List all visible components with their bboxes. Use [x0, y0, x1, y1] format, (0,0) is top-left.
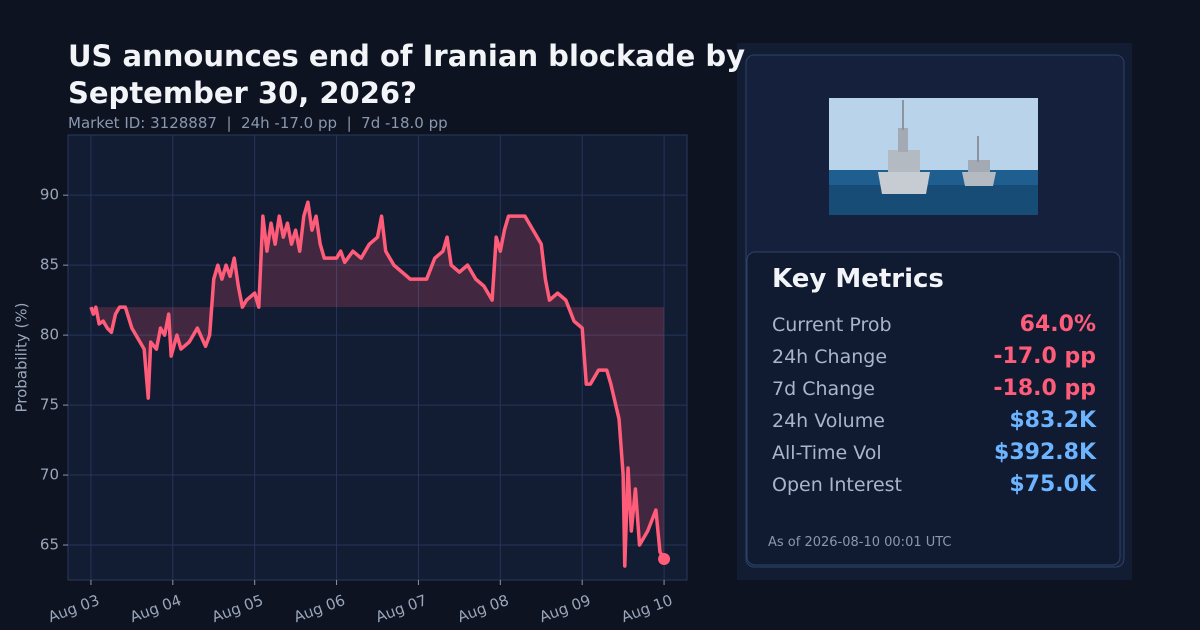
y-tick-label: 65	[40, 536, 59, 554]
metric-value: $75.0K	[1009, 472, 1096, 497]
metric-label: 7d Change	[772, 378, 875, 400]
y-tick-label: 90	[40, 186, 59, 204]
metric-value: -17.0 pp	[993, 344, 1096, 369]
metric-row: Current Prob 64.0%	[772, 312, 1096, 346]
metric-value: 64.0%	[1019, 312, 1096, 337]
metric-label: 24h Volume	[772, 410, 885, 432]
x-tick-label: Aug 06	[291, 591, 347, 626]
line	[89, 200, 666, 568]
end-marker	[658, 553, 671, 566]
metric-value: $83.2K	[1009, 408, 1096, 433]
metric-row: 7d Change -18.0 pp	[772, 376, 1096, 410]
chart-title: US announces end of Iranian blockade by …	[68, 39, 746, 110]
y-axis-label: Probability (%)	[13, 302, 31, 412]
metric-label: Open Interest	[772, 474, 903, 496]
metric-label: 24h Change	[772, 346, 888, 368]
x-tick-label: Aug 03	[46, 591, 102, 626]
y-tick-label: 70	[40, 466, 59, 484]
y-tick-label: 80	[40, 326, 59, 344]
panel-heading: Key Metrics	[772, 264, 944, 294]
x-tick-label: Aug 04	[128, 591, 184, 626]
metric-label: Current Prob	[772, 314, 892, 336]
x-tick-label: Aug 05	[209, 591, 265, 626]
metric-row: 24h Change -17.0 pp	[772, 344, 1096, 378]
y-tick-label: 85	[40, 256, 59, 274]
metric-row: Open Interest $75.0K	[772, 472, 1096, 506]
metric-row: All-Time Vol $392.8K	[772, 440, 1096, 474]
ship-image	[829, 98, 1038, 215]
x-tick-label: Aug 08	[455, 591, 511, 626]
x-tick-label: Aug 09	[537, 591, 593, 626]
metric-row: 24h Volume $83.2K	[772, 408, 1096, 442]
x-tick-label: Aug 10	[619, 591, 675, 626]
metric-value: $392.8K	[994, 440, 1096, 465]
footnote: As of 2026-08-10 00:01 UTC	[768, 535, 952, 550]
metric-label: All-Time Vol	[772, 442, 882, 464]
metric-value: -18.0 pp	[993, 376, 1096, 401]
x-tick-label: Aug 07	[373, 591, 429, 626]
area-fill	[90, 202, 665, 567]
subtitle: Market ID: 3128887 | 24h -17.0 pp | 7d -…	[68, 114, 448, 132]
y-tick-label: 75	[40, 396, 59, 414]
metrics-box	[746, 251, 1121, 566]
